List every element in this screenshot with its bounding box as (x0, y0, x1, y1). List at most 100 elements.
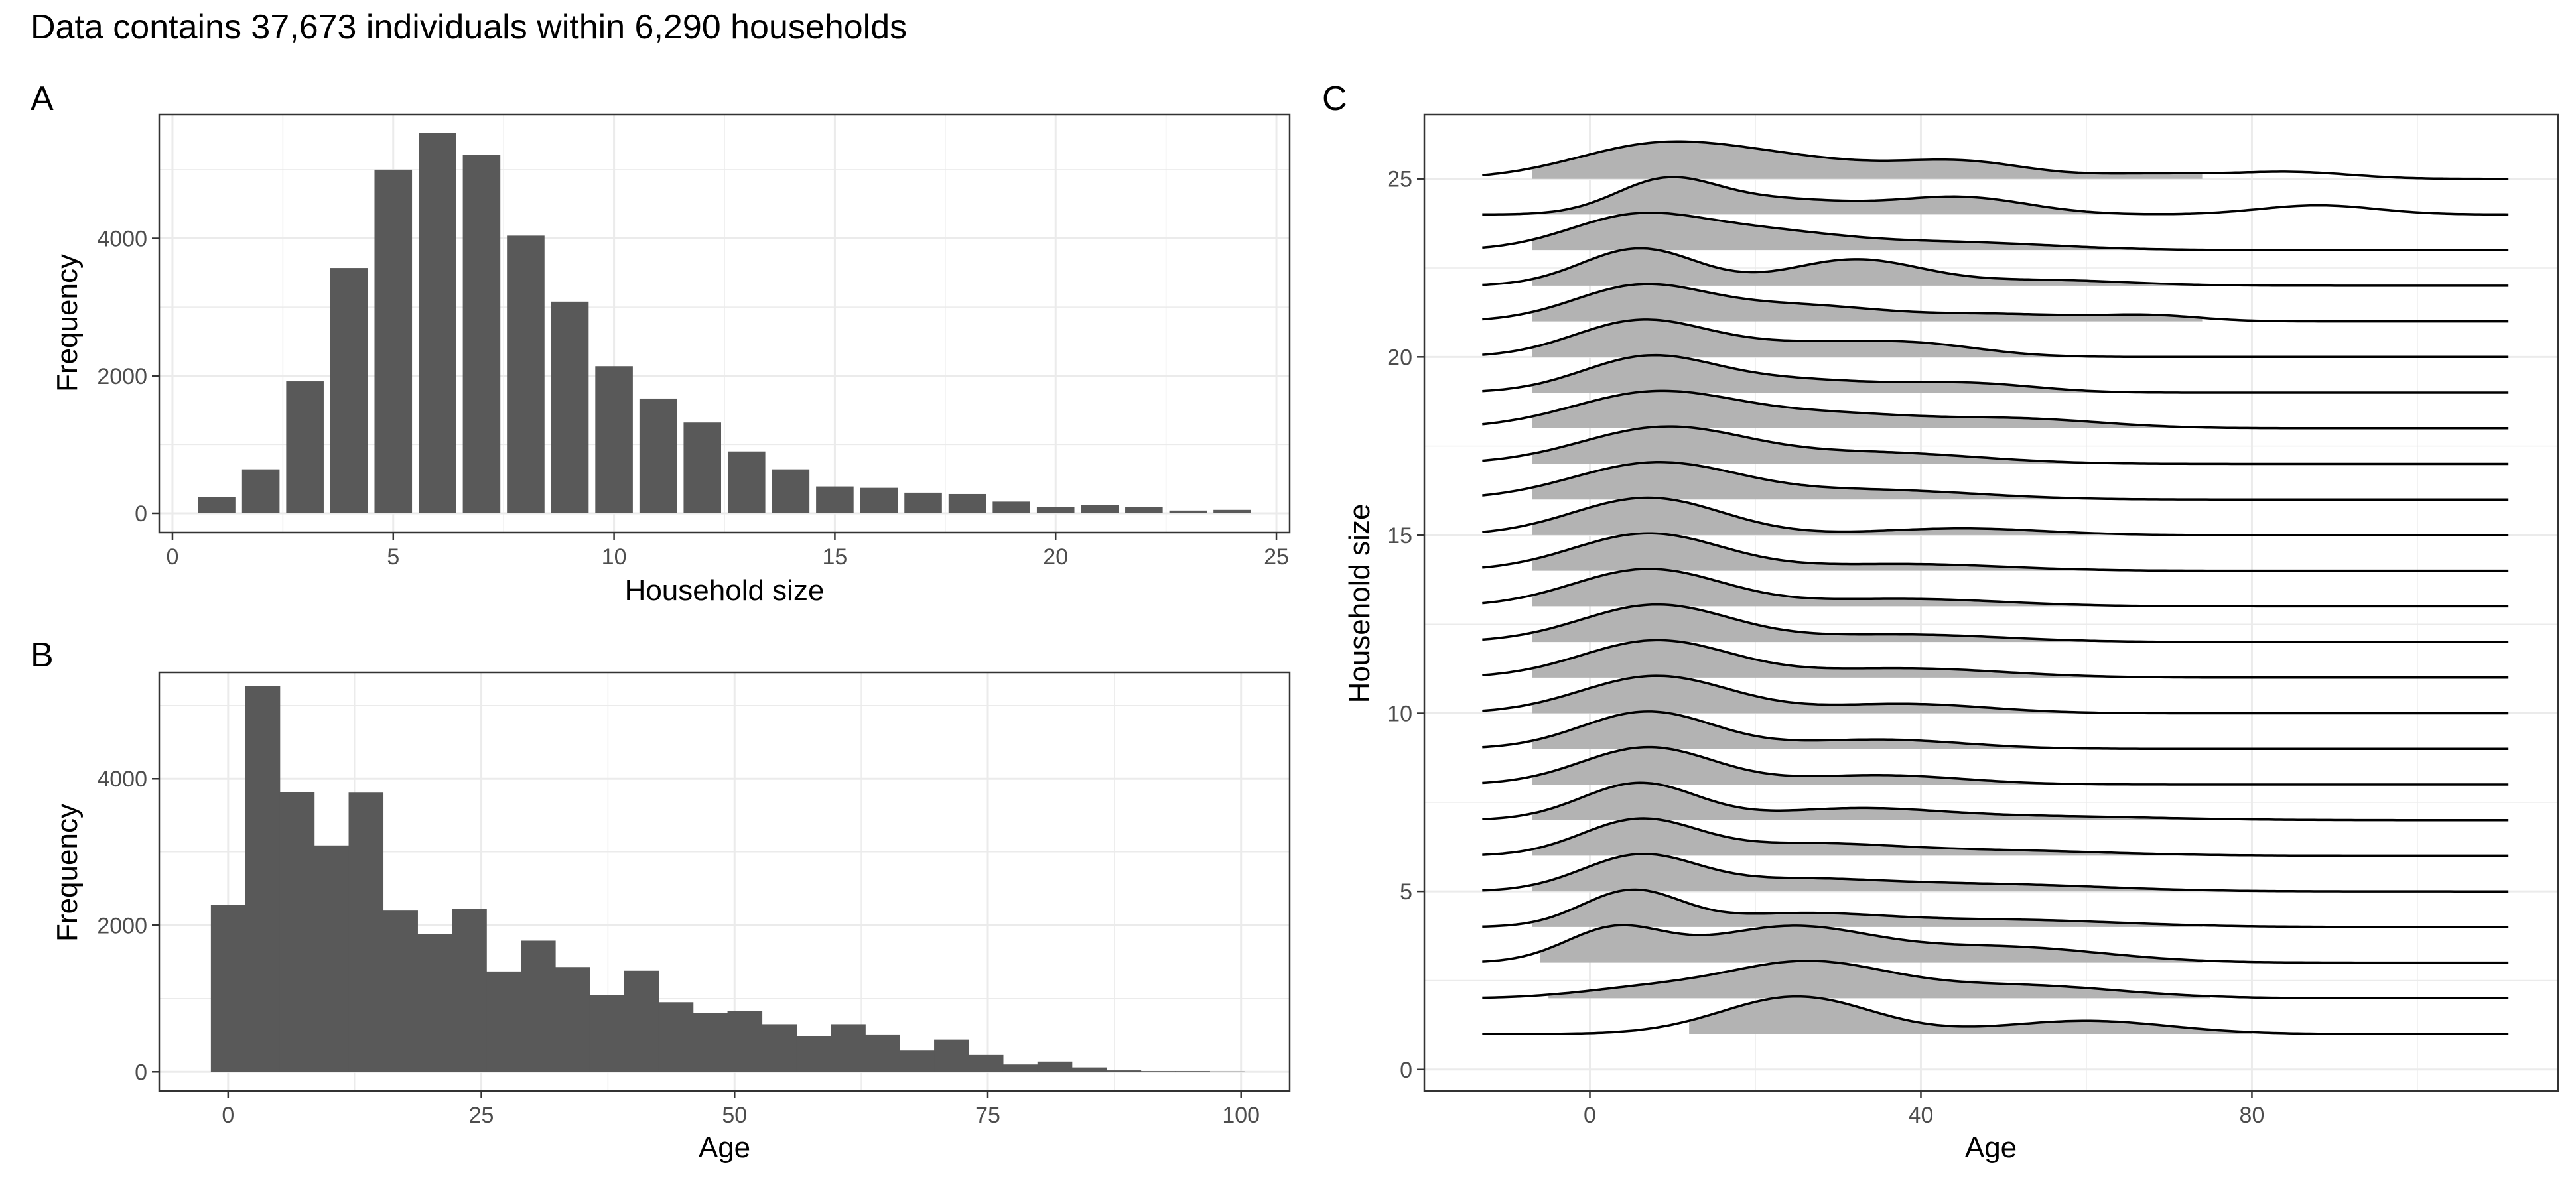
panel-a-bar (198, 497, 236, 513)
panel-c-ridge-fill (1532, 319, 2203, 357)
panel-a-bar (374, 169, 413, 513)
panel-a-bar (683, 422, 722, 513)
panel-c-ridge-fill (1548, 960, 2211, 999)
panel-a-histogram-household-size: A 0 5 10 15 20 25 0 2000 4000 Household size Fre… (31, 80, 1291, 607)
panel-b-bar (521, 940, 556, 1072)
panel-c-y-tick-label: 0 (1400, 1058, 1412, 1083)
panel-b-bar (934, 1039, 969, 1072)
panel-a-bar (419, 133, 456, 513)
panel-b-bar (865, 1034, 900, 1072)
panel-c-ridge-fill (1532, 818, 2203, 856)
panel-b-panel-border (158, 671, 1291, 1092)
panel-c-y-tick-label: 10 (1387, 702, 1412, 727)
panel-c-ridge-fill (1540, 925, 2203, 963)
panel-c-ridge-fill (1532, 889, 2203, 927)
panel-c-x-tick-label: 40 (1909, 1103, 1934, 1128)
panel-b-bar (624, 970, 659, 1072)
panel-b-bar (383, 910, 418, 1072)
panel-a-bar (286, 381, 324, 513)
panel-c-x-axis-label: Age (1965, 1131, 2017, 1164)
panel-b-x-tick-label: 0 (222, 1103, 234, 1128)
panel-b-bar (693, 1013, 728, 1072)
panel-c-y-tick-label: 20 (1387, 345, 1412, 370)
panel-b-bar (1037, 1061, 1073, 1072)
panel-b-bars (210, 686, 1245, 1072)
panel-b-bar (796, 1036, 831, 1072)
panel-c-ridge-line (1482, 211, 2509, 251)
panel-c-ridge-line (1482, 496, 2509, 536)
panel-a-tag: A (31, 80, 54, 118)
panel-a-bars (198, 133, 1251, 513)
panel-a-bar (639, 398, 677, 513)
panel-b-bar (1140, 1071, 1176, 1072)
panel-b-y-tick-label: 0 (135, 1060, 147, 1085)
panel-c-y-tick-label: 15 (1387, 523, 1412, 548)
panel-b-bar (762, 1024, 797, 1072)
panel-c-axes: 0 40 80 0 5 10 15 20 25 (1387, 113, 2559, 1128)
panel-c-ridges (1482, 140, 2509, 1035)
panel-c-ridge-line (1482, 568, 2509, 608)
panel-a-bar (241, 469, 280, 513)
figure-title: Data contains 37,673 individuals within … (31, 8, 907, 46)
panel-b-bar (555, 967, 590, 1072)
panel-c-ridge-fill (1532, 426, 2203, 464)
panel-b-x-tick-label: 50 (722, 1103, 747, 1128)
panel-b-x-tick-label: 100 (1222, 1103, 1260, 1128)
panel-c-ridge-fill (1532, 569, 2203, 607)
panel-c-ridge-line (1482, 817, 2509, 857)
panel-c-ridge-line (1482, 995, 2509, 1035)
panel-c-panel-border (1423, 113, 2559, 1092)
panel-a-bar (1081, 505, 1119, 513)
panel-c-ridge-fill (1532, 604, 2203, 643)
panel-c-ridge-line (1482, 781, 2509, 822)
panel-a-x-tick-label: 15 (822, 544, 847, 570)
panel-a-bar (1169, 510, 1207, 513)
panel-b-bar (968, 1054, 1004, 1072)
panel-c-ridge-line (1482, 318, 2509, 359)
panel-a-bar (551, 301, 589, 513)
panel-c-ridge-line (1482, 283, 2509, 323)
panel-b-y-axis-label: Frequency (51, 804, 84, 942)
panel-b-bar (1175, 1071, 1210, 1072)
panel-a-bar (904, 492, 942, 513)
panel-a-bar (462, 155, 501, 513)
panel-b-bar (900, 1050, 935, 1072)
panel-a-bar (330, 268, 368, 513)
panel-c-ridge-fill (1532, 676, 2203, 714)
panel-c-ridge-line (1482, 532, 2509, 572)
panel-a-x-tick-label: 20 (1043, 544, 1068, 570)
panel-c-ridge-line (1482, 389, 2509, 430)
panel-c-ridge-line (1482, 745, 2509, 786)
panel-a-bar (992, 501, 1030, 513)
panel-a-x-axis-label: Household size (625, 574, 825, 607)
panel-c-ridge-line (1482, 247, 2509, 287)
panel-b-bar (279, 792, 315, 1072)
panel-c-ridge-line (1482, 425, 2509, 466)
panel-c-ridge-line (1482, 353, 2509, 394)
panel-a-bar (1213, 509, 1251, 513)
panel-a-y-axis-label: Frequency (51, 254, 84, 392)
panel-a-bar (816, 486, 854, 513)
panel-b-axes: 0 25 50 75 100 0 2000 4000 (97, 671, 1291, 1128)
panel-c-ridge-line (1482, 603, 2509, 643)
panel-b-bar (486, 971, 521, 1072)
panel-c-y-tick-label: 25 (1387, 167, 1412, 192)
panel-c-ridge-fill (1532, 853, 2203, 892)
panel-a-axes: 0 5 10 15 20 25 0 2000 4000 (97, 113, 1291, 570)
panel-b-bar (210, 905, 246, 1072)
panel-b-x-tick-label: 25 (469, 1103, 494, 1128)
panel-b-bar (1106, 1070, 1142, 1072)
panel-b-bar (417, 934, 452, 1072)
panel-c-ridge-line (1482, 176, 2509, 216)
panel-b-histogram-age: B 0 25 50 75 100 0 2000 4000 Age Frequency (31, 636, 1291, 1164)
panel-a-y-tick-label: 4000 (97, 227, 147, 252)
panel-a-bar (948, 493, 986, 513)
panel-c-ridge-fill (1532, 177, 2203, 215)
panel-b-bar (831, 1024, 866, 1072)
panel-c-x-tick-label: 0 (1584, 1103, 1596, 1128)
panel-a-bar (860, 487, 898, 513)
panel-a-x-tick-label: 5 (387, 544, 399, 570)
panel-a-panel-border (158, 113, 1291, 534)
panel-c-ridge-fill (1532, 783, 2203, 820)
panel-b-bar (452, 909, 487, 1072)
